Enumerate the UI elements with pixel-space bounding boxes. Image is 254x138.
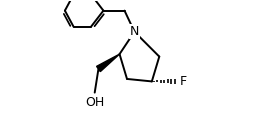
Text: F: F	[180, 75, 187, 88]
Polygon shape	[97, 54, 120, 72]
Text: OH: OH	[85, 96, 104, 109]
Text: N: N	[130, 25, 139, 38]
